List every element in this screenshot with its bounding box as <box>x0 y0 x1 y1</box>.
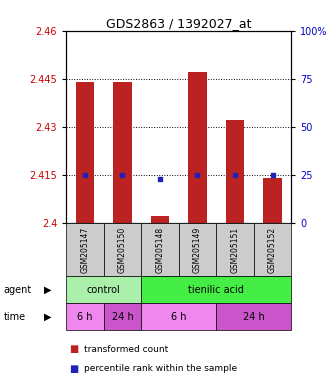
Text: 24 h: 24 h <box>112 312 133 322</box>
Text: GSM205152: GSM205152 <box>268 227 277 273</box>
Point <box>232 172 238 178</box>
Bar <box>151 216 169 223</box>
Text: ■: ■ <box>70 344 79 354</box>
Point <box>270 172 275 178</box>
Text: ▶: ▶ <box>44 312 52 322</box>
Text: control: control <box>87 285 120 295</box>
Text: 6 h: 6 h <box>171 312 186 322</box>
Point <box>195 172 200 178</box>
Text: 6 h: 6 h <box>77 312 93 322</box>
Bar <box>263 178 282 223</box>
Bar <box>188 72 207 223</box>
Title: GDS2863 / 1392027_at: GDS2863 / 1392027_at <box>106 17 252 30</box>
Text: percentile rank within the sample: percentile rank within the sample <box>84 364 238 373</box>
Text: GSM205150: GSM205150 <box>118 227 127 273</box>
Text: time: time <box>3 312 25 322</box>
Bar <box>226 120 244 223</box>
Text: 24 h: 24 h <box>243 312 265 322</box>
Point <box>157 175 163 182</box>
Bar <box>113 82 132 223</box>
Text: GSM205147: GSM205147 <box>80 227 89 273</box>
Text: agent: agent <box>3 285 31 295</box>
Text: ■: ■ <box>70 364 79 374</box>
Text: GSM205151: GSM205151 <box>230 227 240 273</box>
Text: ▶: ▶ <box>44 285 52 295</box>
Point <box>120 172 125 178</box>
Text: GSM205148: GSM205148 <box>156 227 165 273</box>
Text: tienilic acid: tienilic acid <box>188 285 244 295</box>
Text: transformed count: transformed count <box>84 345 169 354</box>
Point <box>82 172 88 178</box>
Bar <box>75 82 94 223</box>
Text: GSM205149: GSM205149 <box>193 227 202 273</box>
